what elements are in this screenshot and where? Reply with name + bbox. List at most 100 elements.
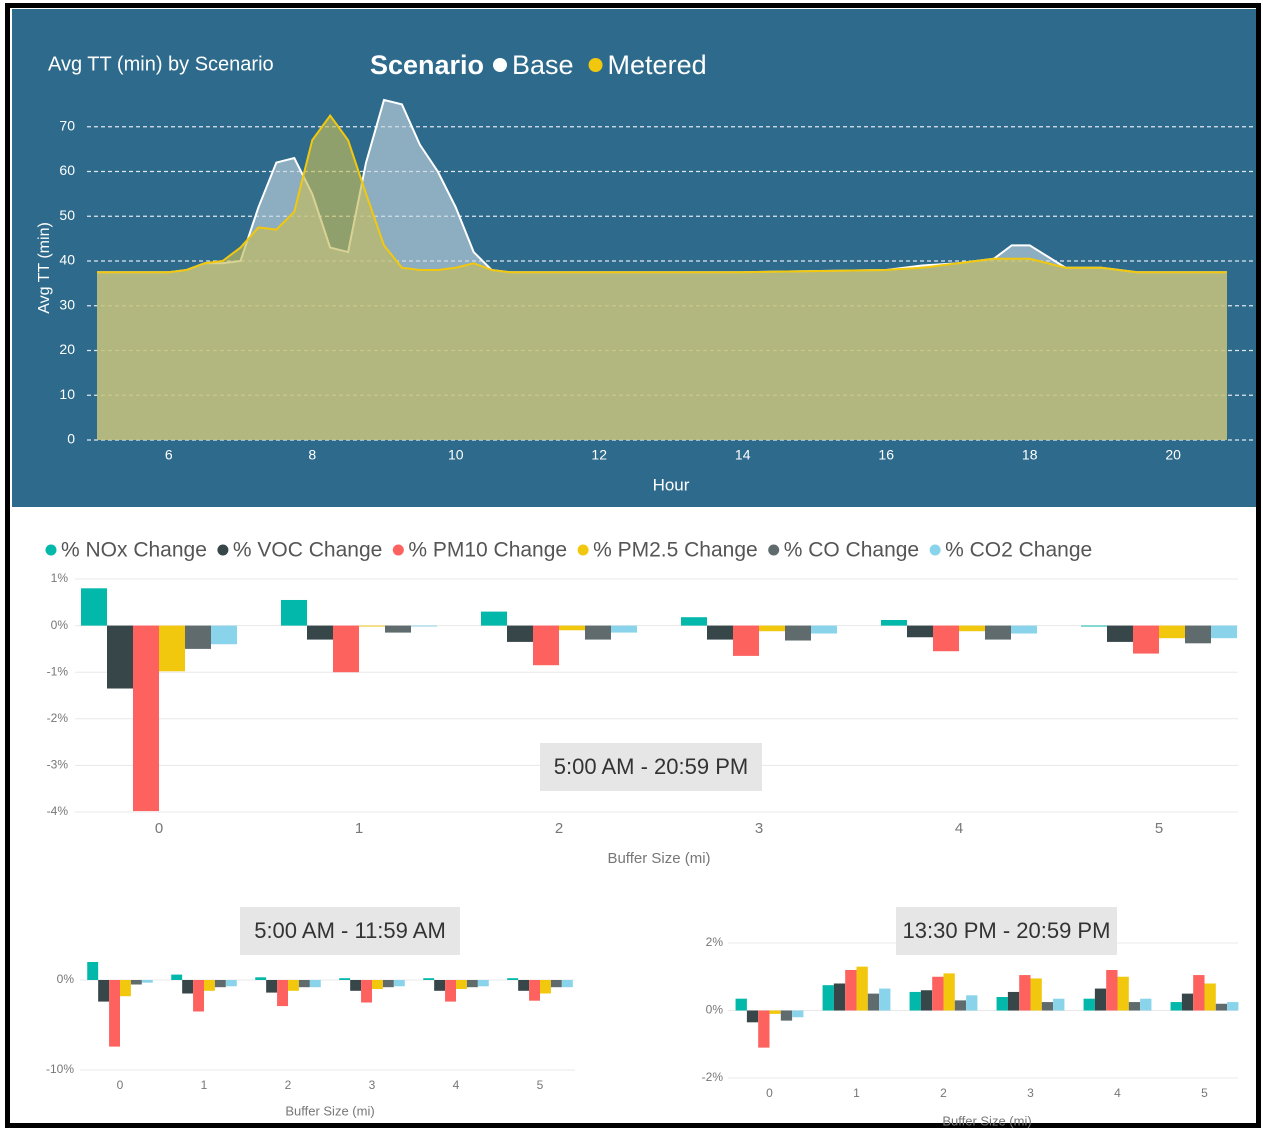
- bar: [1215, 1003, 1228, 1011]
- bar: [1140, 998, 1152, 1011]
- area-line: [97, 98, 1227, 274]
- bar: [159, 625, 185, 672]
- x-tick-label: 10: [448, 447, 464, 463]
- chart-title: Avg TT (min) by Scenario: [48, 53, 274, 75]
- bar: [281, 599, 307, 626]
- bar: [611, 625, 637, 633]
- bar: [529, 980, 540, 1001]
- bar: [943, 973, 955, 1011]
- bar: [1094, 988, 1107, 1011]
- bar: [561, 980, 573, 988]
- bar: [822, 985, 834, 1011]
- bar: [507, 978, 519, 980]
- bar: [382, 980, 394, 988]
- bar: [735, 998, 747, 1011]
- bar: [932, 976, 944, 1011]
- bar: [98, 980, 110, 1002]
- bar: [109, 980, 120, 1047]
- legend-label: % PM10 Change: [408, 539, 567, 562]
- bar: [309, 980, 321, 988]
- y-tick-label: -3%: [47, 758, 69, 772]
- bar: [733, 625, 759, 656]
- bar: [681, 617, 707, 626]
- bar: [477, 980, 489, 987]
- annotation-box: [240, 907, 460, 955]
- y-tick-label: 40: [59, 252, 75, 268]
- bar: [540, 980, 551, 994]
- frame: [5, 3, 1261, 1128]
- bar: [193, 980, 204, 1012]
- bar: [1030, 978, 1042, 1011]
- legend-label: Metered: [608, 50, 707, 80]
- bar: [533, 625, 559, 666]
- bar: [1128, 1002, 1141, 1011]
- bar: [1019, 975, 1031, 1011]
- bar: [361, 980, 372, 1003]
- x-tick-label: 2: [940, 1086, 947, 1100]
- bar: [707, 625, 733, 640]
- bar: [780, 1010, 793, 1021]
- annotation: 5:00 AM - 11:59 AM: [254, 918, 446, 943]
- bar: [985, 625, 1011, 640]
- bar: [1041, 1002, 1054, 1011]
- bar: [182, 980, 194, 994]
- legend-label: Base: [512, 50, 574, 80]
- bar: [339, 978, 351, 980]
- bar: [1011, 625, 1037, 634]
- bar: [879, 988, 891, 1011]
- x-axis-label: Buffer Size (mi): [607, 850, 710, 867]
- bar: [211, 625, 237, 645]
- bar: [307, 625, 333, 640]
- legend-label: % NOx Change: [61, 539, 207, 562]
- y-tick-label: 0%: [57, 972, 75, 986]
- legend-title: Scenario: [370, 50, 484, 80]
- bar: [185, 625, 211, 649]
- bar: [288, 980, 299, 991]
- y-tick-label: 30: [59, 296, 75, 312]
- bar: [769, 1010, 781, 1014]
- legend-marker: [929, 544, 941, 556]
- bar: [266, 980, 278, 993]
- bar: [746, 1010, 759, 1023]
- bar: [954, 1000, 967, 1011]
- y-tick-label: 50: [59, 207, 75, 223]
- bar: [811, 625, 837, 634]
- bar: [785, 625, 811, 641]
- x-tick-label: 0: [117, 1078, 124, 1092]
- bar: [107, 625, 133, 689]
- bar: [423, 978, 435, 980]
- legend-marker: [493, 58, 507, 72]
- bar: [1133, 625, 1159, 654]
- bar: [1081, 625, 1107, 627]
- bar: [298, 980, 310, 988]
- bar: [881, 620, 907, 626]
- bar: [350, 980, 362, 991]
- x-tick-label: 0: [766, 1086, 773, 1100]
- x-tick-label: 5: [537, 1078, 544, 1092]
- bar: [833, 983, 846, 1011]
- annotation: 13:30 PM - 20:59 PM: [903, 918, 1111, 943]
- y-tick-label: 60: [59, 162, 75, 178]
- x-axis-label: Buffer Size (mi): [285, 1103, 374, 1118]
- bar: [909, 991, 921, 1011]
- x-tick-label: 1: [853, 1086, 860, 1100]
- bar: [385, 625, 411, 633]
- x-tick-label: 4: [453, 1078, 460, 1092]
- x-tick-label: 6: [165, 447, 173, 463]
- bar: [966, 995, 978, 1011]
- bar: [507, 625, 533, 642]
- bar: [204, 980, 215, 991]
- x-tick-label: 16: [878, 447, 894, 463]
- bar: [393, 980, 405, 987]
- bar: [585, 625, 611, 640]
- bar: [120, 980, 131, 997]
- x-tick-label: 12: [591, 447, 607, 463]
- bar: [1007, 991, 1020, 1011]
- y-axis-label: Avg TT (min): [36, 222, 53, 314]
- bar: [1159, 625, 1185, 639]
- bar: [1193, 975, 1205, 1011]
- bar: [759, 625, 785, 632]
- bar: [225, 980, 237, 987]
- bar: [550, 980, 562, 988]
